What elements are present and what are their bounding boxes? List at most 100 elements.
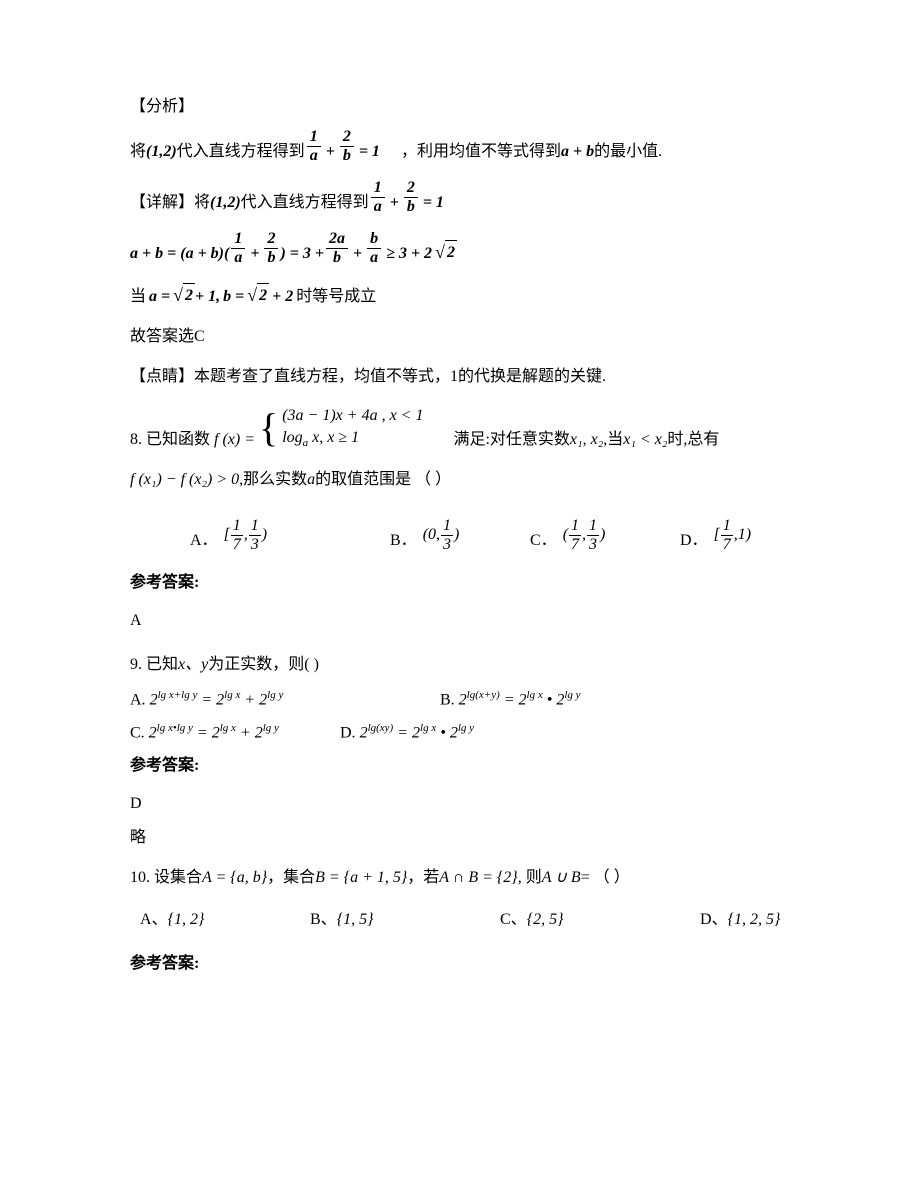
frac-1-a: 1a <box>371 180 385 215</box>
text: ，若 <box>407 866 439 890</box>
detail-heading: 【详解】将 <box>130 191 210 215</box>
text: 时等号成立 <box>296 285 376 309</box>
fx: f (x) = <box>214 428 255 452</box>
label-c: C． <box>530 529 557 553</box>
choice-d: D． [17,1) <box>680 518 751 553</box>
cup: A ∪ B <box>542 866 581 890</box>
piecewise: { (3a − 1)x + 4a , x < 1 loga x, x ≥ 1 <box>259 405 423 452</box>
text: 的最小值. <box>594 140 662 164</box>
text: 当 <box>130 285 146 309</box>
xy: x、y <box>178 653 208 677</box>
text: ，利用均值不等式得到 <box>401 140 561 164</box>
ref-answer-heading: 参考答案: <box>130 754 800 778</box>
text: 10. 设集合 <box>130 866 202 890</box>
answer-c: 故答案选C <box>130 325 800 349</box>
b-eq: b = <box>223 285 244 309</box>
q10-stem: 10. 设集合 A = {a, b} ，集合 B = {a + 1, 5} ，若… <box>130 866 800 890</box>
text: 代入直线方程得到 <box>241 191 369 215</box>
text: 满足:对任意实数 <box>453 428 569 452</box>
opt-b: B、{1, 5} <box>310 908 500 932</box>
frac-2-b: 2b <box>340 129 354 164</box>
ref-answer-heading: 参考答案: <box>130 952 800 976</box>
text: 9. 已知 <box>130 653 178 677</box>
text: = （ ） <box>581 866 630 890</box>
expr: a + b = (a + b)( <box>130 242 229 266</box>
a-eq: a = <box>149 285 170 309</box>
text: ,当 <box>603 428 623 452</box>
label-a: A． <box>190 529 218 553</box>
q10-options: A、{1, 2} B、{1, 5} C、{2, 5} D、{1, 2, 5} <box>140 908 800 932</box>
interval: (17,13) <box>563 518 606 553</box>
opt-d: D. 2lg(xy) = 2lg x • 2lg y <box>340 720 474 745</box>
frac-1-a: 1a <box>231 231 245 266</box>
cap: A ∩ B = {2} <box>439 866 517 890</box>
label-d: D． <box>680 529 708 553</box>
analysis-heading: 【分析】 <box>130 95 800 119</box>
plus: + <box>353 242 362 266</box>
label-b: B． <box>390 529 417 553</box>
expr: ) = 3 + <box>280 242 324 266</box>
opt-c: C. 2lg x•lg y = 2lg x + 2lg y <box>130 720 340 745</box>
sqrt-2: 2 <box>247 282 269 309</box>
choice-b: B． (0,13) <box>390 518 530 553</box>
detail-line: 【详解】将 (1,2) 代入直线方程得到 1a + 2b = 1 <box>130 180 800 215</box>
q8-prefix: 8. 已知函数 <box>130 428 210 452</box>
tail: + 1, <box>195 285 220 309</box>
opt-c: C、{2, 5} <box>500 908 700 932</box>
cond: x₁ < x₂ <box>623 428 667 452</box>
a-plus-b: a + b <box>561 140 594 164</box>
point-12: (1,2) <box>146 140 177 164</box>
plus: + <box>326 140 335 164</box>
text: ,那么实数 <box>239 468 307 492</box>
set-b: B = {a + 1, 5} <box>315 866 407 890</box>
answer-a: A <box>130 609 800 633</box>
q8-choices: A． [17,13) B． (0,13) C． (17,13) D． [17,1… <box>190 518 800 553</box>
text: 时,总有 <box>667 428 719 452</box>
opt-d: D、{1, 2, 5} <box>700 908 780 932</box>
piece-2: loga x, x ≥ 1 <box>282 427 423 452</box>
x1x2: x₁, x₂ <box>570 428 603 452</box>
frac-b-a: ba <box>367 231 381 266</box>
point-12: (1,2) <box>210 191 241 215</box>
interval: [17,1) <box>714 518 752 553</box>
sqrt-2: 2 <box>173 282 195 309</box>
equals-1: = 1 <box>359 140 380 164</box>
q9-options: A. 2lg x+lg y = 2lg x + 2lg y B. 2lg(x+y… <box>130 687 800 746</box>
opt-b: B. 2lg(x+y) = 2lg x • 2lg y <box>440 687 581 712</box>
frac-1-a: 1a <box>307 129 321 164</box>
point-note: 【点睛】本题考查了直线方程，均值不等式，1的代换是解题的关键. <box>130 365 800 389</box>
text: ，集合 <box>267 866 315 890</box>
q9-stem: 9. 已知 x、y 为正实数，则( ) <box>130 653 800 677</box>
brief: 略 <box>130 826 800 850</box>
equality-condition: 当 a = 2 + 1, b = 2 + 2 时等号成立 <box>130 282 800 309</box>
equals-1: = 1 <box>423 191 444 215</box>
text: 为正实数，则( ) <box>208 653 319 677</box>
text: 将 <box>130 140 146 164</box>
sqrt-2: 2 <box>435 239 457 266</box>
text: , 则 <box>518 866 542 890</box>
tail: + 2 <box>272 285 293 309</box>
q8-line1: 8. 已知函数 f (x) = { (3a − 1)x + 4a , x < 1… <box>130 405 800 452</box>
inequality-chain: a + b = (a + b)( 1a + 2b ) = 3 + 2ab + b… <box>130 231 800 266</box>
ref-answer-heading: 参考答案: <box>130 571 800 595</box>
opt-a: A、{1, 2} <box>140 908 310 932</box>
frac-2-b: 2b <box>264 231 278 266</box>
frac-2-b: 2b <box>404 180 418 215</box>
plus: + <box>250 242 259 266</box>
page: 【分析】 将 (1,2) 代入直线方程得到 1a + 2b = 1 ，利用均值不… <box>0 0 920 1191</box>
brace-icon: { <box>259 408 278 448</box>
frac-2a-b: 2ab <box>326 231 348 266</box>
interval: [17,13) <box>224 518 268 553</box>
a-var: a <box>307 468 315 492</box>
text: 的取值范围是 （ ） <box>315 468 451 492</box>
geq: ≥ 3 + 2 <box>386 242 432 266</box>
piece-1: (3a − 1)x + 4a , x < 1 <box>282 405 423 427</box>
plus: + <box>390 191 399 215</box>
interval: (0,13) <box>423 518 460 553</box>
answer-d: D <box>130 792 800 816</box>
fx-diff: f (x₁) − f (x₂) > 0 <box>130 468 239 492</box>
choice-a: A． [17,13) <box>190 518 390 553</box>
set-a: A = {a, b} <box>202 866 267 890</box>
text: 代入直线方程得到 <box>177 140 305 164</box>
opt-a: A. 2lg x+lg y = 2lg x + 2lg y <box>130 687 440 712</box>
